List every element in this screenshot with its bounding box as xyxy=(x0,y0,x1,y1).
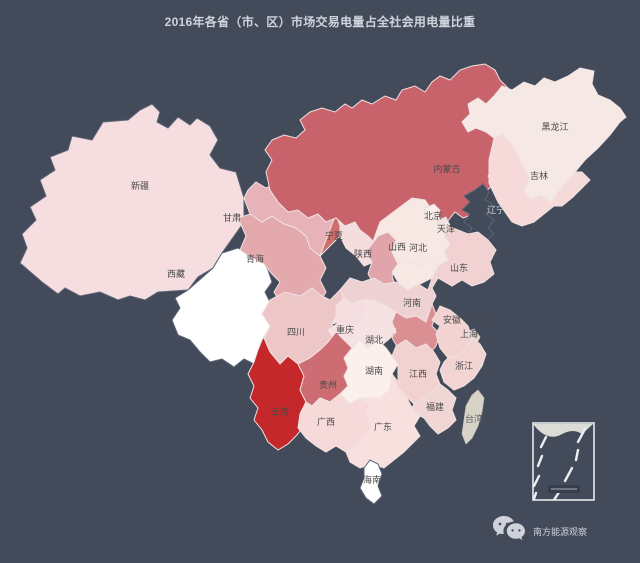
svg-text:四川: 四川 xyxy=(287,327,305,337)
svg-text:福建: 福建 xyxy=(426,401,444,412)
svg-text:广西: 广西 xyxy=(317,416,335,427)
svg-text:天津: 天津 xyxy=(437,224,455,234)
svg-text:南方能源观察: 南方能源观察 xyxy=(533,526,587,537)
svg-text:北京: 北京 xyxy=(424,210,442,221)
svg-text:陕西: 陕西 xyxy=(354,248,372,259)
svg-text:江苏: 江苏 xyxy=(465,313,483,324)
svg-text:青海: 青海 xyxy=(246,253,264,264)
svg-text:浙江: 浙江 xyxy=(455,360,473,371)
svg-text:湖南: 湖南 xyxy=(365,365,383,376)
svg-text:山东: 山东 xyxy=(450,262,468,273)
svg-text:重庆: 重庆 xyxy=(336,324,354,335)
svg-text:内蒙古: 内蒙古 xyxy=(433,163,460,174)
svg-text:河北: 河北 xyxy=(409,242,427,253)
svg-text:黑龙江: 黑龙江 xyxy=(541,121,568,132)
svg-text:安徽: 安徽 xyxy=(443,314,461,325)
svg-text:海南: 海南 xyxy=(363,474,381,485)
svg-text:西藏: 西藏 xyxy=(167,268,185,279)
svg-text:辽宁: 辽宁 xyxy=(487,204,505,215)
svg-text:甘肃: 甘肃 xyxy=(223,212,241,223)
svg-text:新疆: 新疆 xyxy=(131,180,149,191)
svg-text:云南: 云南 xyxy=(271,406,289,417)
svg-text:河南: 河南 xyxy=(403,297,421,308)
svg-text:湖北: 湖北 xyxy=(365,335,383,345)
svg-text:吉林: 吉林 xyxy=(530,170,548,181)
svg-text:山西: 山西 xyxy=(388,242,406,252)
svg-text:广东: 广东 xyxy=(374,421,392,432)
svg-text:宁夏: 宁夏 xyxy=(325,230,343,241)
svg-text:江西: 江西 xyxy=(409,369,427,379)
svg-text:台湾: 台湾 xyxy=(465,413,483,424)
svg-text:上海: 上海 xyxy=(460,328,478,339)
svg-text:贵州: 贵州 xyxy=(319,379,337,390)
